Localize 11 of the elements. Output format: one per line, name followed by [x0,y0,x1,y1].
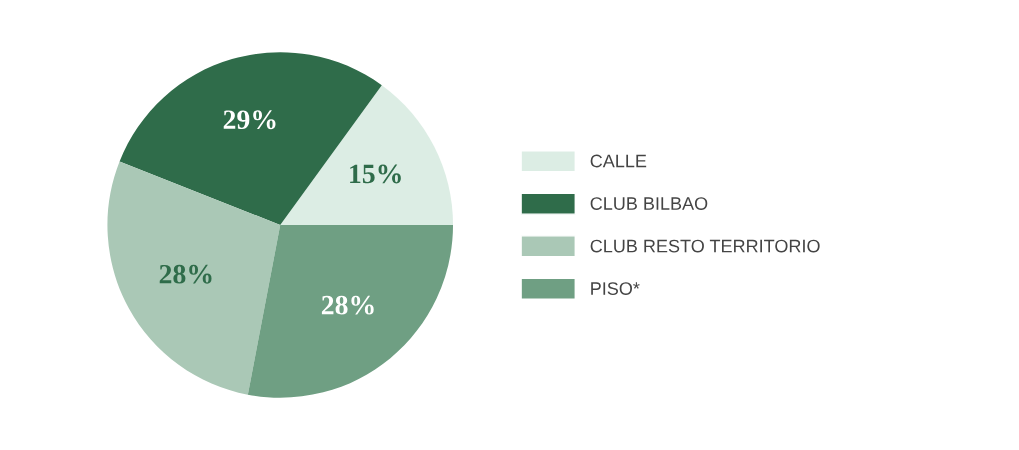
data-label: 29% [223,110,276,130]
legend-label: CLUB RESTO TERRITORIO [590,239,820,253]
legend-label: PISO* [591,282,640,295]
legend-label: CLUB BILBAO [590,197,708,210]
pie-slice [107,161,281,395]
legend-label: CALLE [590,154,647,168]
data-label: 28% [159,264,212,284]
data-label: 28% [321,295,374,315]
data-label: 15% [350,164,401,184]
pie-slice [247,225,454,398]
pie-slice [280,85,454,225]
